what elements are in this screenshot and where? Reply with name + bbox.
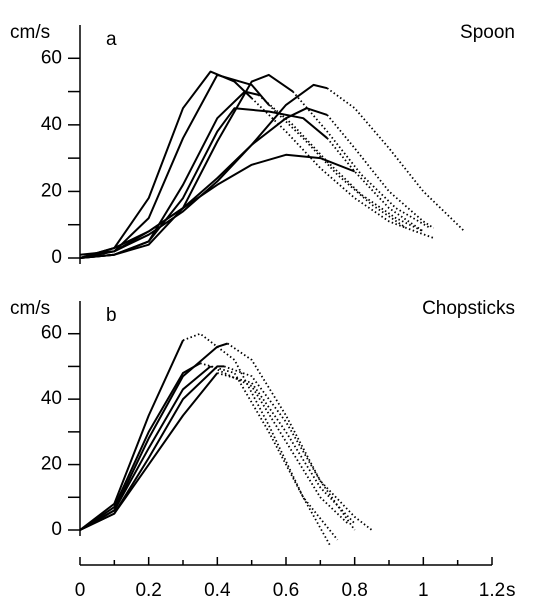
dotted-curve [199,362,339,541]
panel-label: b [106,305,117,326]
y-axis-label: cm/s [10,298,50,319]
dotted-curve [326,137,424,233]
x-axis-label: s [506,580,516,601]
x-tick-label: 0.4 [204,580,231,601]
dotted-curve [227,342,356,531]
y-tick-label: 40 [41,388,62,409]
x-tick-label: 1.2 [479,580,505,601]
y-tick-label: 60 [41,323,62,344]
dotted-curve [326,114,435,229]
dotted-curve [182,332,332,547]
dotted-curve [292,91,431,229]
solid-curve [79,107,328,259]
dotted-curve [217,372,356,525]
solid-curve [79,83,328,259]
dotted-curve [210,365,349,525]
solid-curve [79,372,219,531]
y-tick-label: 20 [41,180,62,201]
dotted-curve [223,365,373,531]
y-tick-label: 0 [51,519,62,540]
x-tick-label: 0.6 [273,580,299,601]
panel-title: Chopsticks [422,298,515,319]
solid-curve [79,362,201,531]
solid-curve [79,153,356,259]
solid-curve [79,339,184,531]
dotted-curve [257,94,424,233]
x-tick-label: 0 [75,580,86,601]
panel-title: Spoon [460,22,515,43]
solid-curve [79,107,328,259]
y-axis-label: cm/s [10,22,50,43]
dotted-curve [251,97,407,229]
solid-curve [79,70,253,259]
dotted-curve [268,104,434,239]
solid-curve [79,365,212,531]
y-tick-label: 20 [41,454,62,475]
x-tick-label: 0.2 [135,580,161,601]
panel-label: a [106,29,117,50]
y-tick-label: 60 [41,47,62,68]
x-tick-label: 0.8 [341,580,367,601]
y-tick-label: 0 [51,247,62,268]
y-tick-label: 40 [41,114,62,135]
x-tick-label: 1 [418,580,429,601]
dotted-curve [326,87,466,233]
